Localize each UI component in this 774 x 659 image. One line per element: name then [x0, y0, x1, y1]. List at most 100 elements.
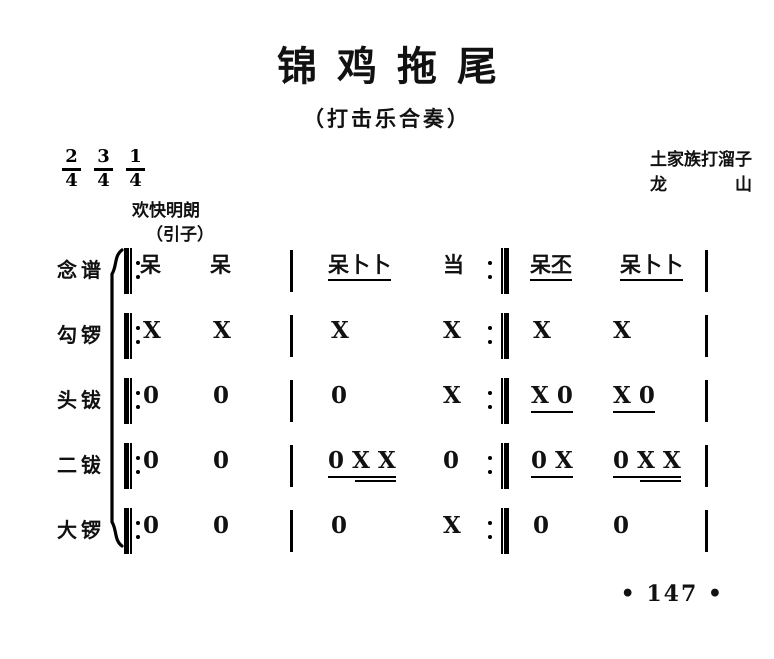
note-text: 0	[143, 512, 160, 539]
barline-thin	[130, 313, 132, 359]
instrument-label: 大锣	[57, 518, 105, 542]
note-cell: X 0	[613, 382, 655, 413]
note-text: 呆卜卜	[328, 252, 391, 281]
page-subtitle: （打击乐合奏）	[303, 106, 471, 131]
barline-thick	[504, 378, 509, 424]
note-cell: X	[443, 317, 461, 345]
repeat-dot-top	[488, 326, 492, 330]
repeat-dot-bottom	[488, 275, 492, 279]
barline-thick	[504, 248, 509, 294]
note-cell: X	[613, 317, 631, 345]
repeat-end-barline	[488, 443, 509, 489]
repeat-dot-top	[488, 521, 492, 525]
note-cell: X	[143, 317, 161, 345]
note-text: X	[443, 317, 461, 344]
repeat-end-barline	[488, 248, 509, 294]
score-system: 念谱 呆 呆 呆卜卜 当 呆丕 呆卜卜 勾锣 X X X X X X 头钹 0 0 0 X X 0 X 0 二钹 0 0 0 X…	[0, 248, 774, 554]
time-signature-2: 3 4	[94, 146, 113, 191]
repeat-dot-bottom	[136, 405, 140, 409]
barline-thick	[504, 508, 509, 554]
repeat-start-barline	[124, 443, 140, 489]
measure-barline	[290, 250, 293, 292]
note-cell: 0	[443, 447, 459, 475]
note-text: 0	[533, 512, 550, 539]
note-cell: 0 X	[531, 447, 573, 478]
time-signature-1: 2 4	[62, 147, 81, 191]
staff-row: 大锣 0 0 0 X 0 0	[0, 508, 774, 568]
tempo-marking: 欢快明朗	[132, 201, 200, 221]
note-text: 0	[143, 447, 160, 474]
note-cell: 0	[331, 382, 347, 410]
instrument-label: 二钹	[57, 453, 105, 477]
note-text: X	[443, 512, 461, 539]
note-text: 0	[213, 512, 230, 539]
note-text: 0	[213, 447, 230, 474]
attribution-origin: 龙 山	[650, 173, 752, 198]
note-cell: 0	[213, 447, 229, 475]
repeat-dot-top	[136, 391, 140, 395]
repeat-end-barline	[488, 313, 509, 359]
barline-thick	[124, 508, 129, 554]
note-text: 当	[443, 252, 464, 277]
note-text: X	[443, 382, 461, 409]
repeat-dot-bottom	[136, 275, 140, 279]
repeat-dot-top	[488, 456, 492, 460]
note-cell: 0	[143, 382, 159, 410]
page-number: • 147 •	[620, 581, 724, 607]
repeat-dot-top	[488, 391, 492, 395]
repeat-dot-bottom	[136, 470, 140, 474]
note-cell: 0 X X	[613, 447, 681, 482]
attribution-genre: 土家族打溜子	[650, 150, 752, 170]
note-text: X	[533, 317, 551, 344]
repeat-dot-top	[136, 521, 140, 525]
note-text: 呆丕	[530, 252, 572, 281]
final-barline	[705, 510, 708, 552]
attribution-origin-left: 龙	[650, 174, 667, 195]
note-text: 0 X X	[613, 447, 681, 478]
section-marking: （引子）	[146, 224, 214, 245]
note-text: X	[331, 317, 349, 344]
note-text: 呆卜卜	[620, 252, 683, 281]
instrument-label: 头钹	[57, 388, 105, 412]
page-title: 锦鸡拖尾	[277, 43, 517, 90]
time-signature-2-denominator: 4	[97, 169, 110, 191]
repeat-dot-bottom	[136, 535, 140, 539]
note-text: 0	[331, 512, 348, 539]
measure-barline	[290, 380, 293, 422]
note-text: 呆	[210, 252, 231, 277]
repeat-dot-bottom	[488, 470, 492, 474]
note-text: 0	[331, 382, 348, 409]
barline-thick	[504, 313, 509, 359]
measure-barline	[290, 315, 293, 357]
note-cell: 呆	[210, 252, 231, 277]
time-signature-2-numerator: 3	[97, 146, 110, 167]
note-cell: X	[533, 317, 551, 345]
note-text: X	[613, 317, 631, 344]
note-text: X 0	[613, 382, 655, 413]
attribution-block: 土家族打溜子 龙 山	[650, 148, 752, 197]
secondary-beam	[640, 479, 681, 482]
time-signature-1-rule	[62, 167, 81, 171]
instrument-label: 念谱	[57, 258, 105, 282]
repeat-dot-top	[136, 261, 140, 265]
barline-thin	[501, 313, 503, 359]
note-cell: 呆	[140, 252, 161, 277]
time-signature-1-denominator: 4	[65, 169, 78, 191]
barline-thin	[130, 378, 132, 424]
barline-thin	[501, 378, 503, 424]
time-signature-3: 1 4	[126, 146, 145, 191]
repeat-start-barline	[124, 508, 140, 554]
note-cell: 当	[443, 252, 464, 277]
note-text: X	[213, 317, 231, 344]
note-text: X 0	[531, 382, 573, 413]
final-barline	[705, 250, 708, 292]
staff-row: 头钹 0 0 0 X X 0 X 0	[0, 378, 774, 438]
repeat-end-barline	[488, 378, 509, 424]
barline-thick	[124, 248, 129, 294]
note-text: 0	[143, 382, 160, 409]
repeat-start-barline	[124, 378, 140, 424]
repeat-end-barline	[488, 508, 509, 554]
time-signature-3-numerator: 1	[129, 146, 142, 167]
barline-thick	[504, 443, 509, 489]
note-cell: 0	[213, 512, 229, 540]
